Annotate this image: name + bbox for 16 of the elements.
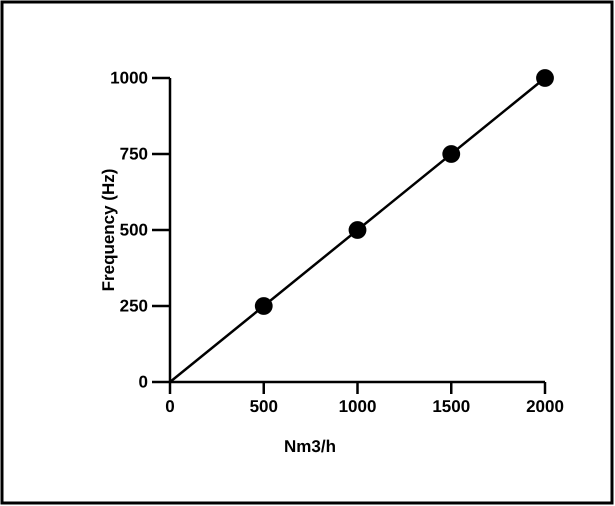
x-tick-label: 1000 — [338, 397, 376, 416]
point — [442, 145, 460, 163]
x-tick-label: 1500 — [432, 397, 470, 416]
x-axis-title: Nm3/h — [284, 437, 336, 456]
y-tick-label: 1000 — [110, 68, 148, 88]
x-tick-label: 2000 — [526, 397, 564, 416]
y-tick-label: 750 — [120, 144, 148, 164]
point — [254, 297, 273, 315]
y-tick-label: 500 — [120, 220, 148, 240]
point — [348, 221, 366, 239]
x-tick-label: 0 — [165, 397, 175, 416]
x-tick-label: 500 — [250, 397, 278, 416]
point — [536, 69, 554, 87]
y-tick-label: 250 — [120, 296, 148, 316]
y-tick-label: 0 — [138, 372, 148, 392]
y-axis-title: Frequency (Hz) — [99, 168, 118, 292]
